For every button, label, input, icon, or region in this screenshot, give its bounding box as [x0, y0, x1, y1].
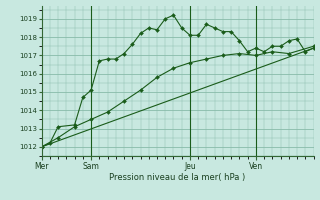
- X-axis label: Pression niveau de la mer( hPa ): Pression niveau de la mer( hPa ): [109, 173, 246, 182]
